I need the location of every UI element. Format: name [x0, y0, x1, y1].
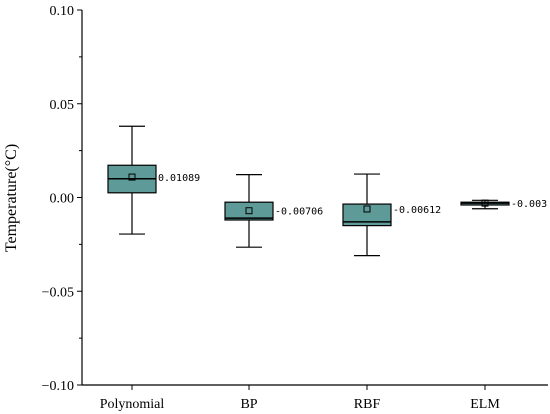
mean-marker	[481, 199, 489, 207]
box-rbf: -0.00612	[342, 173, 441, 257]
box-polynomial: 0.01089	[107, 125, 200, 235]
y-tick-label: −0.10	[42, 379, 74, 394]
x-tick-label: BP	[240, 397, 257, 412]
box-elm: -0.003	[460, 199, 547, 210]
mean-marker	[363, 205, 371, 213]
mean-label: -0.00706	[275, 207, 323, 218]
y-tick-label: 0.05	[50, 98, 75, 113]
y-axis-label: Temperature(°C)	[3, 144, 20, 252]
box-series: 0.01089 -0.00706 -0.00612 -0.003	[107, 125, 547, 257]
y-tick-label: 0.00	[50, 192, 75, 207]
box-rect	[342, 203, 392, 227]
y-axis-ticks: −0.10 −0.05 0.00 0.05 0.10	[42, 4, 82, 394]
mean-label: -0.00612	[393, 205, 441, 216]
box-rect	[224, 201, 274, 221]
mean-marker	[128, 173, 136, 181]
y-tick-label: 0.10	[50, 4, 75, 19]
mean-label: 0.01089	[158, 173, 200, 184]
axes	[81, 10, 548, 386]
mean-label: -0.003	[511, 199, 547, 210]
x-tick-label: Polynomial	[100, 397, 165, 412]
box-bp: -0.00706	[224, 174, 323, 248]
y-tick-label: −0.05	[42, 285, 74, 300]
x-tick-label: ELM	[470, 397, 500, 412]
x-tick-label: RBF	[354, 397, 381, 412]
x-axis-ticks: Polynomial BP RBF ELM	[100, 385, 500, 412]
mean-marker	[245, 207, 253, 215]
